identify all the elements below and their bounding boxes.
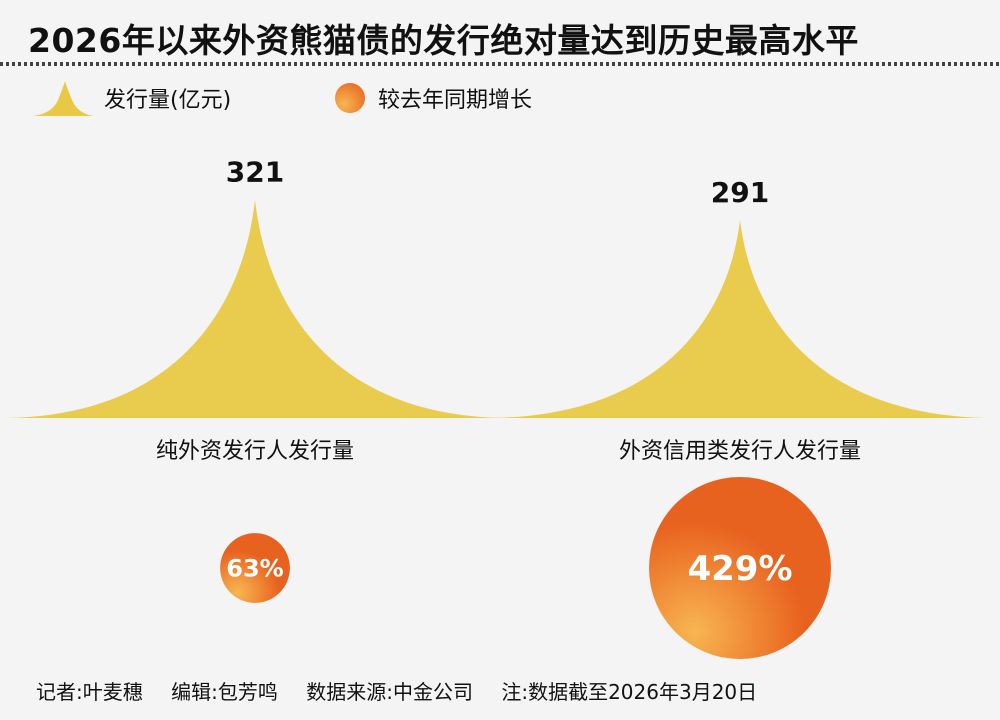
legend: 发行量(亿元) 较去年同期增长 <box>0 78 1000 118</box>
footer-reporter: 记者:叶麦穗 <box>36 680 143 704</box>
growth-value-label-2: 429% <box>687 549 792 589</box>
legend-item-volume: 发行量(亿元) <box>30 78 231 118</box>
footer-note: 注:数据截至2026年3月20日 <box>501 680 758 704</box>
volume-spike-2 <box>490 220 990 418</box>
legend-spike-icon <box>32 81 94 116</box>
legend-item-growth: 较去年同期增长 <box>330 78 532 118</box>
growth-value-label-1: 63% <box>226 555 283 583</box>
volume-spike-1 <box>5 199 505 418</box>
legend-growth-label: 较去年同期增长 <box>378 88 533 113</box>
category-label-2: 外资信用类发行人发行量 <box>619 439 861 464</box>
legend-circle-icon <box>335 83 365 113</box>
chart-title: 2026年以来外资熊猫债的发行绝对量达到历史最高水平 <box>28 21 859 60</box>
legend-volume-label: 发行量(亿元) <box>104 88 232 113</box>
footer-editor: 编辑:包芳鸣 <box>171 680 278 704</box>
category-label-1: 纯外资发行人发行量 <box>156 439 354 464</box>
growth-circle-1 <box>220 533 290 603</box>
footer: 记者:叶麦穗 编辑:包芳鸣 数据来源:中金公司 注:数据截至2026年3月20日 <box>36 676 779 705</box>
title-divider <box>0 62 1000 66</box>
volume-value-label-1: 321 <box>226 156 284 189</box>
footer-source: 数据来源:中金公司 <box>306 680 473 704</box>
growth-circle-2 <box>649 477 831 659</box>
volume-value-label-2: 291 <box>711 176 769 209</box>
